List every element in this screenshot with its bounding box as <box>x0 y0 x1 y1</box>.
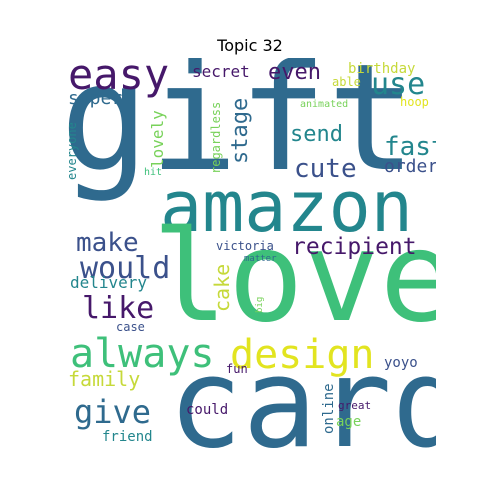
word-send: send <box>290 122 343 147</box>
word-design: design <box>230 332 375 378</box>
figure-title: Topic 32 <box>217 36 283 55</box>
word-friend: friend <box>102 429 153 445</box>
word-love: love <box>152 203 436 350</box>
word-gift: gift <box>66 58 417 204</box>
word-everyone: everyone <box>66 122 79 180</box>
word-matter: matter <box>244 254 277 264</box>
word-age: age <box>336 414 362 430</box>
word-case: case <box>116 320 145 334</box>
word-recipient: recipient <box>292 234 417 260</box>
word-yoyo: yoyo <box>384 355 418 371</box>
word-give: give <box>74 393 152 431</box>
word-regardless: regardless <box>209 101 223 174</box>
word-big: big <box>255 296 265 313</box>
word-family: family <box>68 367 141 391</box>
word-able: able <box>332 75 361 89</box>
word-cake: cake <box>210 263 234 312</box>
word-fast: fast <box>384 132 436 162</box>
word-online: online <box>321 383 337 434</box>
word-use: use <box>371 67 426 102</box>
word-amazon: amazon <box>160 166 413 248</box>
word-stage: stage <box>228 97 253 164</box>
word-always: always <box>70 331 215 377</box>
word-hoop: hoop <box>400 95 429 109</box>
word-animated: animated <box>300 99 349 110</box>
word-great: great <box>338 399 372 412</box>
word-fun: fun <box>226 362 248 376</box>
word-like: like <box>82 291 155 326</box>
word-even: even <box>268 60 321 85</box>
word-cute: cute <box>294 154 357 184</box>
word-delivery: delivery <box>70 273 148 292</box>
word-make: make <box>76 228 139 258</box>
word-card: card <box>168 332 436 450</box>
word-cloud: gift amazon love card always design easy… <box>66 58 436 450</box>
word-super: super <box>68 88 123 109</box>
word-would: would <box>80 251 171 286</box>
word-could: could <box>186 402 229 418</box>
word-hit: hit <box>144 167 163 178</box>
word-birthday: birthday <box>348 61 416 77</box>
word-lovely: lovely <box>148 110 167 168</box>
word-easy: easy <box>68 58 170 99</box>
word-victoria: victoria <box>216 239 274 253</box>
word-order: order <box>384 156 436 177</box>
word-secret: secret <box>192 62 250 81</box>
